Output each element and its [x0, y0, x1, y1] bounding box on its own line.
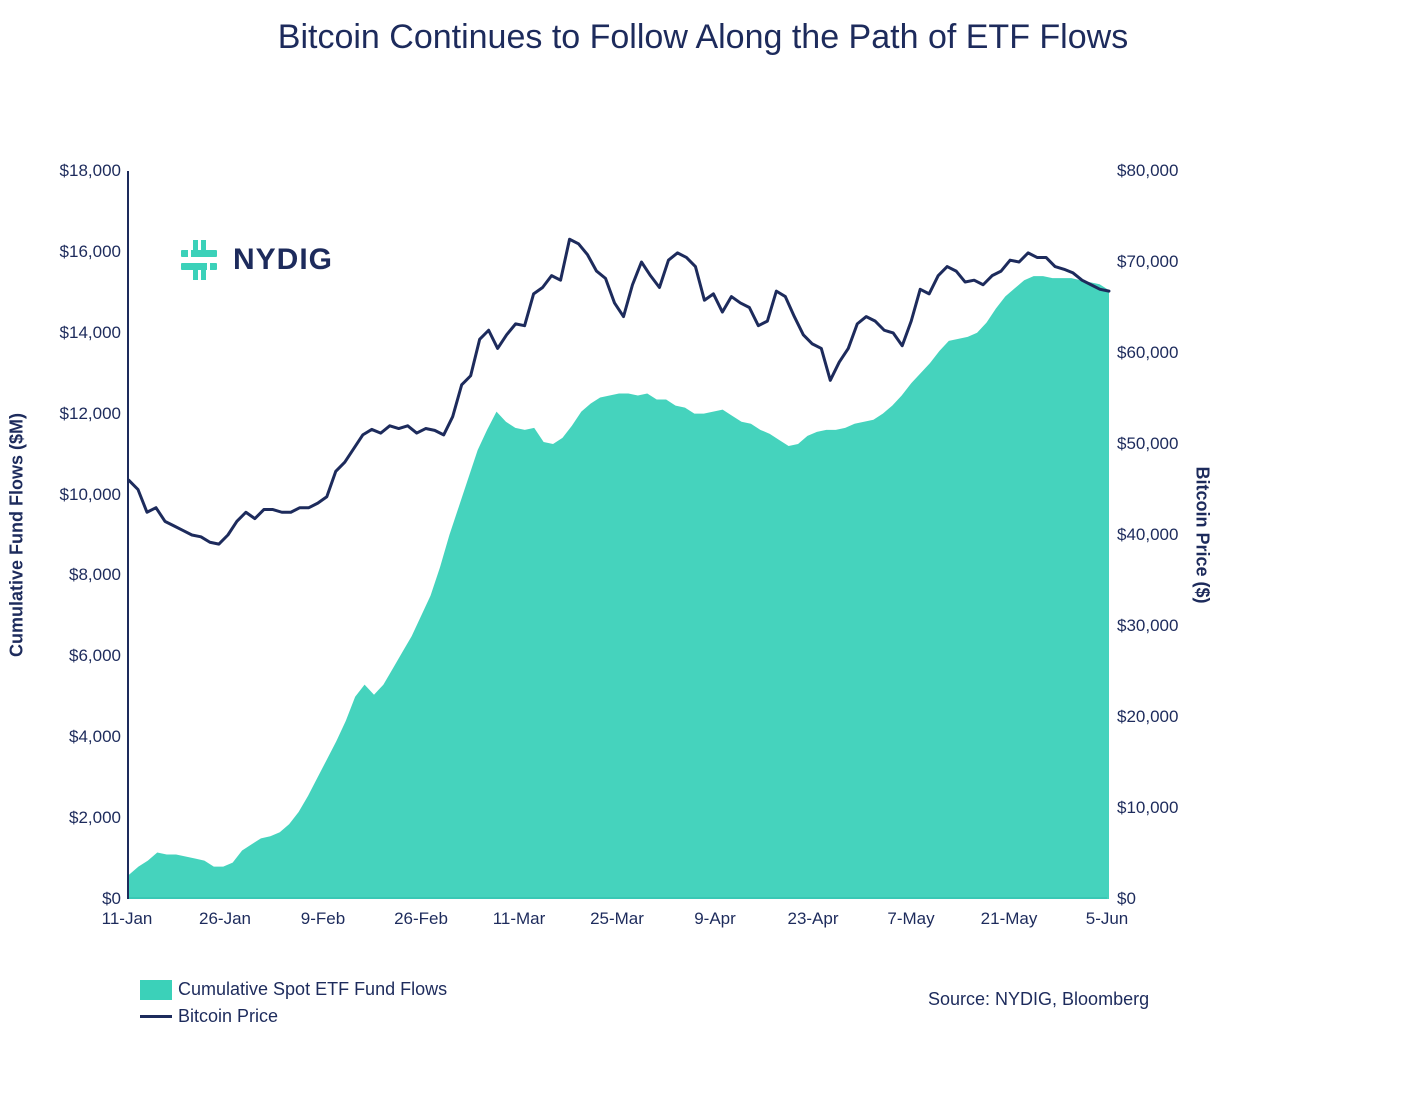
x-tick: 11-Mar — [493, 909, 546, 929]
left-tick: $16,000 — [31, 242, 121, 262]
x-tick: 11-Jan — [102, 909, 153, 929]
x-tick: 7-May — [887, 909, 934, 929]
legend-swatch-line — [140, 1015, 172, 1018]
left-tick: $6,000 — [31, 646, 121, 666]
left-tick: $8,000 — [31, 565, 121, 585]
right-tick: $50,000 — [1117, 434, 1178, 454]
right-tick: $60,000 — [1117, 343, 1178, 363]
nydig-logo-text: NYDIG — [233, 243, 333, 277]
x-tick: 9-Apr — [694, 909, 736, 929]
legend-item-line: Bitcoin Price — [140, 1006, 447, 1027]
nydig-logo-icon — [175, 236, 223, 284]
left-tick: $12,000 — [31, 404, 121, 424]
legend-swatch-area — [140, 980, 172, 1000]
area-series — [129, 276, 1109, 899]
left-tick: $10,000 — [31, 485, 121, 505]
right-tick: $0 — [1117, 889, 1136, 909]
x-tick: 25-Mar — [590, 909, 644, 929]
left-axis-label: Cumulative Fund Flows ($M) — [7, 413, 28, 657]
source-text: Source: NYDIG, Bloomberg — [928, 989, 1149, 1010]
x-tick: 5-Jun — [1086, 909, 1129, 929]
x-tick: 23-Apr — [787, 909, 838, 929]
left-tick: $4,000 — [31, 727, 121, 747]
chart-title: Bitcoin Continues to Follow Along the Pa… — [0, 0, 1406, 71]
legend: Cumulative Spot ETF Fund Flows Bitcoin P… — [140, 979, 447, 1033]
legend-label-area: Cumulative Spot ETF Fund Flows — [178, 979, 447, 1000]
nydig-logo: NYDIG — [175, 236, 333, 284]
legend-item-area: Cumulative Spot ETF Fund Flows — [140, 979, 447, 1000]
left-tick: $18,000 — [31, 161, 121, 181]
right-tick: $20,000 — [1117, 707, 1178, 727]
x-tick: 26-Jan — [199, 909, 251, 929]
left-tick: $0 — [31, 889, 121, 909]
x-tick: 9-Feb — [301, 909, 345, 929]
x-tick: 26-Feb — [394, 909, 448, 929]
right-tick: $80,000 — [1117, 161, 1178, 181]
right-tick: $30,000 — [1117, 616, 1178, 636]
left-tick: $2,000 — [31, 808, 121, 828]
left-tick: $14,000 — [31, 323, 121, 343]
right-tick: $40,000 — [1117, 525, 1178, 545]
right-tick: $70,000 — [1117, 252, 1178, 272]
legend-label-line: Bitcoin Price — [178, 1006, 278, 1027]
right-axis-label: Bitcoin Price ($) — [1192, 466, 1213, 603]
right-tick: $10,000 — [1117, 798, 1178, 818]
x-tick: 21-May — [981, 909, 1038, 929]
